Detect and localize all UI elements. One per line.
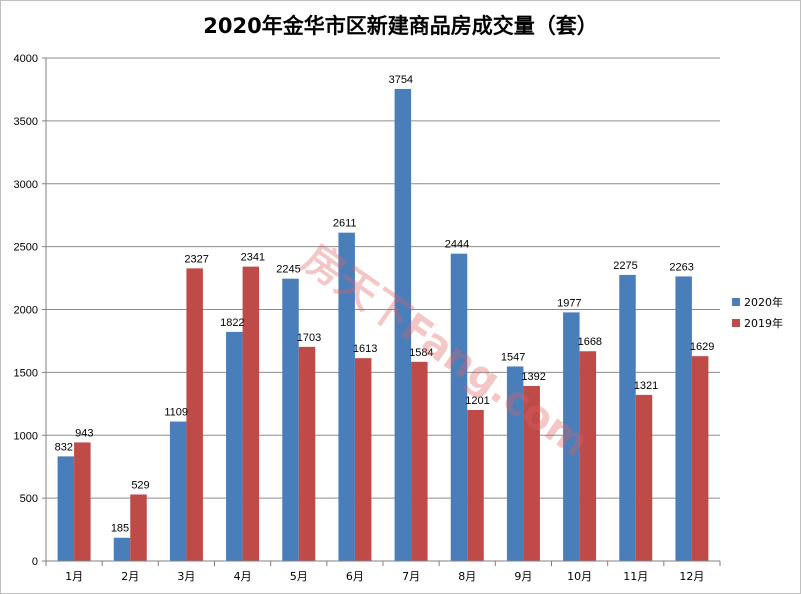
bar: [113, 537, 131, 561]
bar: [74, 442, 91, 561]
bar: [411, 361, 428, 561]
data-label: 3754: [389, 74, 413, 86]
y-tick-label: 0: [32, 556, 38, 568]
bar: [130, 494, 147, 561]
bar: [186, 268, 203, 561]
legend-swatch: [732, 298, 740, 306]
bar: [450, 253, 468, 562]
x-category-label: 10月: [567, 570, 592, 583]
x-category-label: 4月: [234, 570, 252, 583]
data-label: 1977: [557, 297, 581, 309]
data-label: 2245: [276, 264, 300, 276]
data-label: 1321: [634, 380, 658, 392]
legend: 2020年 2019年: [732, 295, 783, 330]
bar: [338, 232, 355, 561]
data-label: 2263: [669, 261, 693, 273]
legend-label: 2020年: [744, 295, 783, 309]
bar: [563, 312, 580, 561]
bar: [467, 409, 484, 561]
bar: [506, 366, 524, 561]
bar: [635, 394, 653, 561]
y-tick-label: 3000: [14, 179, 38, 191]
legend-label: 2019年: [744, 316, 783, 330]
data-label: 1201: [465, 395, 489, 407]
bar: [619, 274, 636, 561]
bar: [523, 385, 540, 561]
data-label: 1629: [690, 341, 714, 353]
data-label: 1584: [409, 347, 433, 359]
bars: [57, 88, 709, 562]
bar: [394, 88, 412, 561]
legend-swatch: [732, 319, 740, 327]
bar: [226, 331, 243, 561]
data-label: 2327: [184, 253, 208, 265]
data-label: 1613: [353, 343, 377, 355]
bar: [675, 276, 692, 561]
x-category-label: 7月: [402, 570, 420, 583]
y-tick-label: 1000: [14, 430, 38, 442]
bar: [298, 346, 316, 561]
data-label: 943: [75, 427, 93, 439]
x-category-label: 3月: [177, 570, 195, 583]
data-label: 1668: [578, 336, 602, 348]
x-category-label: 6月: [346, 570, 364, 583]
gridlines: [46, 57, 720, 499]
data-label: 529: [131, 479, 149, 491]
data-label: 2611: [333, 218, 357, 230]
axes: 0 500 1000 1500 2000 2500 3000 3500 4000 1月 2月 3月 4月…: [14, 53, 721, 583]
y-tick-label: 2500: [14, 242, 38, 254]
data-label: 185: [111, 523, 129, 535]
y-tick-label: 1500: [14, 367, 38, 379]
x-category-label: 9月: [514, 570, 532, 583]
bar: [579, 351, 597, 561]
y-tick-label: 3500: [14, 116, 38, 128]
bar: [691, 356, 709, 561]
x-category-label: 1月: [65, 570, 83, 583]
data-label: 1392: [521, 371, 545, 383]
data-label: 2341: [241, 252, 265, 264]
x-category-label: 2月: [121, 570, 139, 583]
y-tick-label: 2000: [14, 305, 38, 317]
x-category-label: 12月: [679, 570, 704, 583]
bar: [282, 278, 299, 561]
data-label: 1109: [164, 407, 188, 419]
data-label: 2444: [445, 239, 469, 251]
data-label: 832: [55, 441, 73, 453]
data-label: 1822: [220, 317, 244, 329]
bar: [354, 358, 372, 561]
y-tick-label: 4000: [14, 53, 38, 65]
data-label: 1703: [297, 332, 321, 344]
bar: [169, 421, 187, 561]
y-tick-label: 500: [20, 493, 38, 505]
x-category-label: 8月: [458, 570, 476, 583]
data-label: 1547: [501, 351, 525, 363]
bar: [242, 266, 260, 561]
x-category-label: 5月: [290, 570, 308, 583]
data-label: 2275: [613, 260, 637, 272]
bar: [57, 456, 75, 561]
x-category-label: 11月: [623, 570, 648, 583]
chart-title: 2020年金华市区新建商品房成交量（套）: [203, 14, 598, 38]
